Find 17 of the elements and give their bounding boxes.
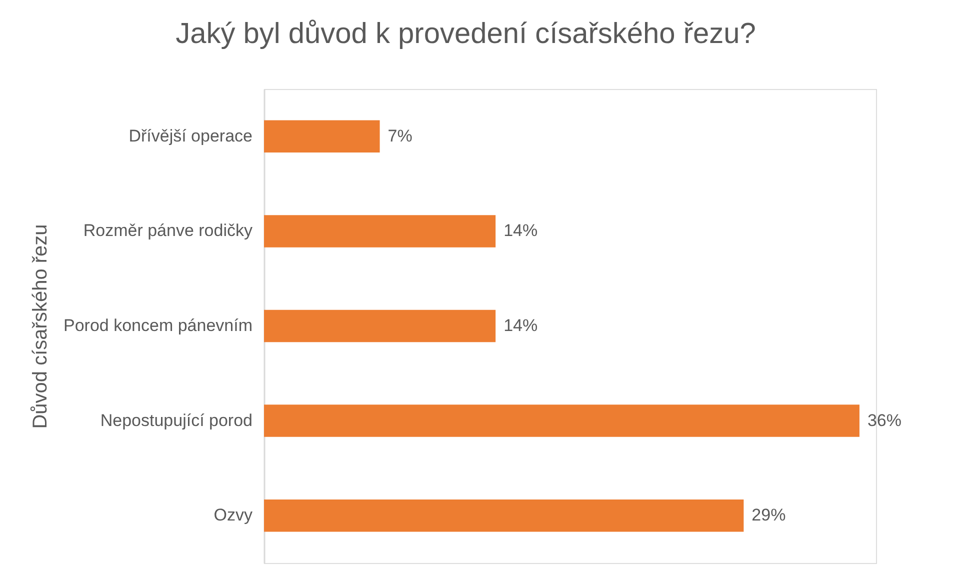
bar [264, 499, 744, 532]
data-label: 14% [504, 316, 538, 335]
y-tick-label: Porod koncem pánevním [64, 316, 252, 335]
bar [264, 215, 496, 248]
y-axis-title: Důvod císařského řezu [30, 224, 52, 429]
data-label: 29% [752, 506, 786, 525]
data-label: 7% [388, 126, 412, 146]
y-tick-label: Rozměr pánve rodičky [83, 221, 253, 240]
data-label: 36% [867, 410, 902, 430]
bar [264, 310, 496, 342]
data-label: 14% [504, 221, 538, 240]
chart-title: Jaký byl důvod k provedení císařského řezu? [176, 18, 756, 50]
bar [264, 120, 380, 153]
bar [264, 404, 860, 437]
y-tick-label: Ozvy [214, 506, 253, 525]
y-tick-label: Nepostupující porod [100, 410, 252, 430]
y-tick-label: Dřívější operace [128, 126, 252, 146]
